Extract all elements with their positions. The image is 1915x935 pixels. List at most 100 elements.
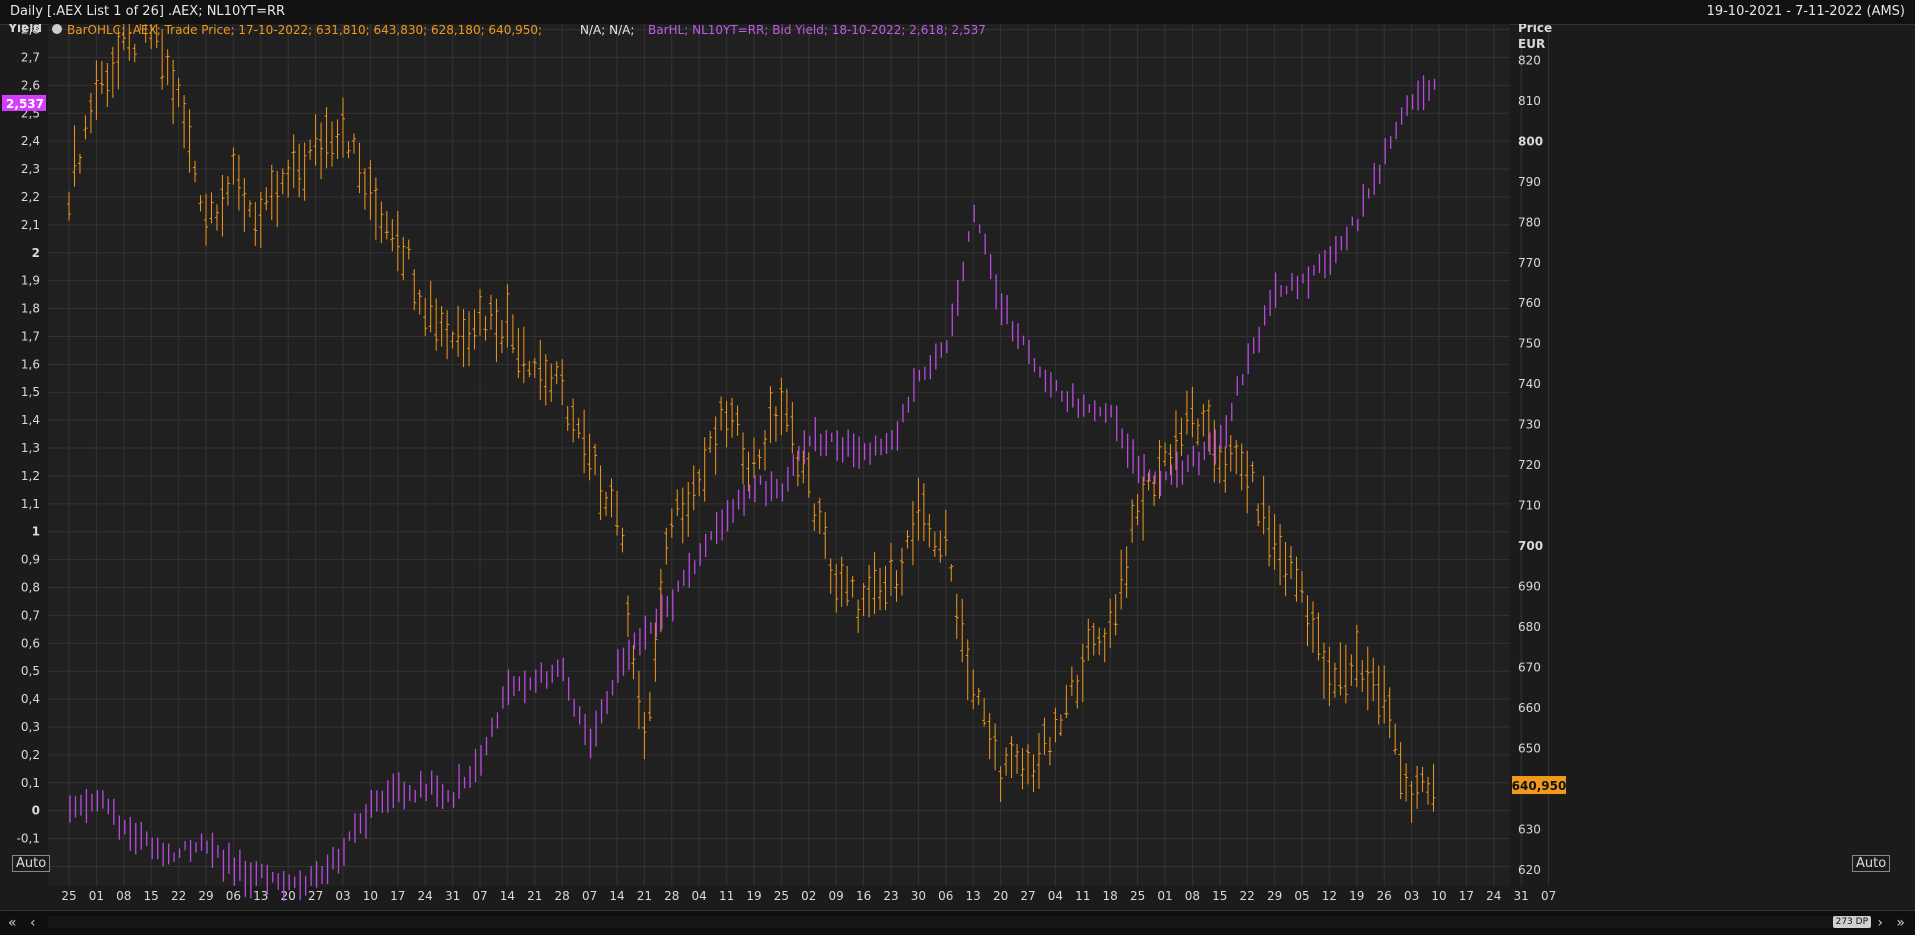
scrollbar[interactable]: « ‹ 273 DP › » (0, 910, 1915, 935)
right-tick-label: 740 (1518, 377, 1541, 391)
left-axis: 2,82,72,62,52,42,32,22,121,91,81,71,61,5… (2, 24, 46, 873)
auto-scale-right-button[interactable]: Auto (1852, 855, 1891, 872)
yield-current-label: 2,537 (6, 97, 44, 111)
x-day-label: 19 (1349, 889, 1364, 903)
x-day-label: 06 (938, 889, 953, 903)
chart[interactable]: 2,82,72,62,52,42,32,22,121,91,81,71,61,5… (0, 24, 1915, 910)
plot-area (48, 24, 1510, 886)
left-tick-label: 0,1 (21, 776, 40, 790)
x-day-label: 13 (253, 889, 268, 903)
x-day-label: 18 (1103, 889, 1118, 903)
x-day-label: 24 (418, 889, 433, 903)
x-day-label: 02 (801, 889, 816, 903)
x-day-label: 07 (472, 889, 487, 903)
right-tick-label: 680 (1518, 620, 1541, 634)
right-tick-label: 660 (1518, 701, 1541, 715)
x-day-label: 26 (1377, 889, 1392, 903)
left-tick-label: 0,3 (21, 720, 40, 734)
x-day-label: 16 (856, 889, 871, 903)
left-tick-label: 1,9 (21, 274, 40, 288)
legend-yield: BarHL; NL10YT=RR; Bid Yield; 18-10-2022;… (648, 24, 986, 37)
left-tick-label: 2,4 (21, 134, 40, 148)
x-day-label: 04 (692, 889, 707, 903)
x-day-label: 25 (774, 889, 789, 903)
x-day-label: 25 (61, 889, 76, 903)
right-tick-label: 690 (1518, 580, 1541, 594)
left-tick-label: 2,6 (21, 78, 40, 92)
x-day-label: 29 (1267, 889, 1282, 903)
x-day-label: 10 (363, 889, 378, 903)
x-day-label: 04 (1048, 889, 1063, 903)
yield-series (69, 75, 1436, 902)
x-day-label: 23 (883, 889, 898, 903)
x-day-label: 17 (390, 889, 405, 903)
right-axis: 820 810 800 790 780 770 760 750 740 730 720 710 700 6… (1512, 24, 1567, 877)
left-tick-label: 0,6 (21, 636, 40, 650)
right-tick-label: 650 (1518, 741, 1541, 755)
x-day-label: 20 (281, 889, 296, 903)
right-tick-label: 810 (1518, 94, 1541, 108)
left-axis-label: Yield (7, 24, 42, 35)
x-day-label: 28 (555, 889, 570, 903)
x-day-label: 21 (637, 889, 652, 903)
left-tick-label: 0,2 (21, 748, 40, 762)
scroll-end-icon[interactable]: » (1896, 915, 1905, 931)
right-tick-label: 790 (1518, 175, 1541, 189)
left-tick-label: 0,7 (21, 608, 40, 622)
x-day-label: 11 (1075, 889, 1090, 903)
right-tick-label: 800 (1518, 134, 1543, 148)
x-day-label: 22 (171, 889, 186, 903)
legend-na: N/A; N/A; (580, 24, 634, 37)
right-tick-label: 700 (1518, 539, 1543, 553)
right-tick-label: 670 (1518, 660, 1541, 674)
x-day-label: 12 (1322, 889, 1337, 903)
x-day-label: 31 (445, 889, 460, 903)
x-day-label: 27 (1020, 889, 1035, 903)
x-day-label: 07 (1541, 889, 1556, 903)
legend-toggle-icon[interactable] (52, 24, 62, 34)
points-count: 273 DP (1832, 916, 1871, 928)
date-range: 19-10-2021 - 7-11-2022 (AMS) (1706, 4, 1905, 19)
left-tick-label: 0,9 (21, 553, 40, 567)
left-tick-label: 2,7 (21, 50, 40, 64)
x-axis: 25 01 08 15 22 29 06 13 20 27 03 10 17 24 31 07 14 21 28 07… (61, 889, 1556, 903)
left-tick-label: 2,8 (21, 24, 40, 37)
auto-scale-left-button[interactable]: Auto (12, 855, 51, 872)
scroll-track[interactable] (48, 916, 1835, 928)
title-bar: Daily [.AEX List 1 of 26] .AEX; NL10YT=R… (0, 0, 1915, 25)
right-tick-label: 760 (1518, 296, 1541, 310)
right-tick-label: 780 (1518, 215, 1541, 229)
x-day-label: 22 (1240, 889, 1255, 903)
left-tick-label: 1,7 (21, 329, 40, 343)
x-day-label: 29 (198, 889, 213, 903)
left-tick-label: 1,8 (21, 302, 40, 316)
right-tick-label: 710 (1518, 499, 1541, 513)
right-tick-label: 630 (1518, 822, 1541, 836)
x-day-label: 14 (500, 889, 515, 903)
left-tick-label: 1,4 (21, 413, 40, 427)
x-day-label: 08 (1185, 889, 1200, 903)
x-day-label: 11 (719, 889, 734, 903)
x-day-label: 10 (1431, 889, 1446, 903)
x-day-label: 05 (1294, 889, 1309, 903)
left-tick-label: 2 (32, 246, 40, 260)
scroll-right-icon[interactable]: › (1877, 915, 1883, 931)
left-tick-label: 0 (32, 804, 40, 818)
right-axis-label: Price (1518, 24, 1552, 35)
left-tick-label: -0,1 (17, 832, 40, 846)
x-day-label: 15 (1212, 889, 1227, 903)
right-axis-unit: EUR (1518, 37, 1545, 51)
x-day-label: 03 (1404, 889, 1419, 903)
x-day-label: 01 (1157, 889, 1172, 903)
left-tick-label: 1,6 (21, 357, 40, 371)
right-tick-label: 750 (1518, 337, 1541, 351)
left-tick-label: 0,5 (21, 664, 40, 678)
x-day-label: 20 (993, 889, 1008, 903)
left-tick-label: 1,1 (21, 497, 40, 511)
yield-current-tag (2, 94, 46, 111)
x-day-label: 28 (664, 889, 679, 903)
chart-title: Daily [.AEX List 1 of 26] .AEX; NL10YT=R… (10, 4, 286, 19)
x-day-label: 27 (308, 889, 323, 903)
scroll-start-icon[interactable]: « (8, 915, 17, 931)
scroll-left-icon[interactable]: ‹ (30, 915, 36, 931)
